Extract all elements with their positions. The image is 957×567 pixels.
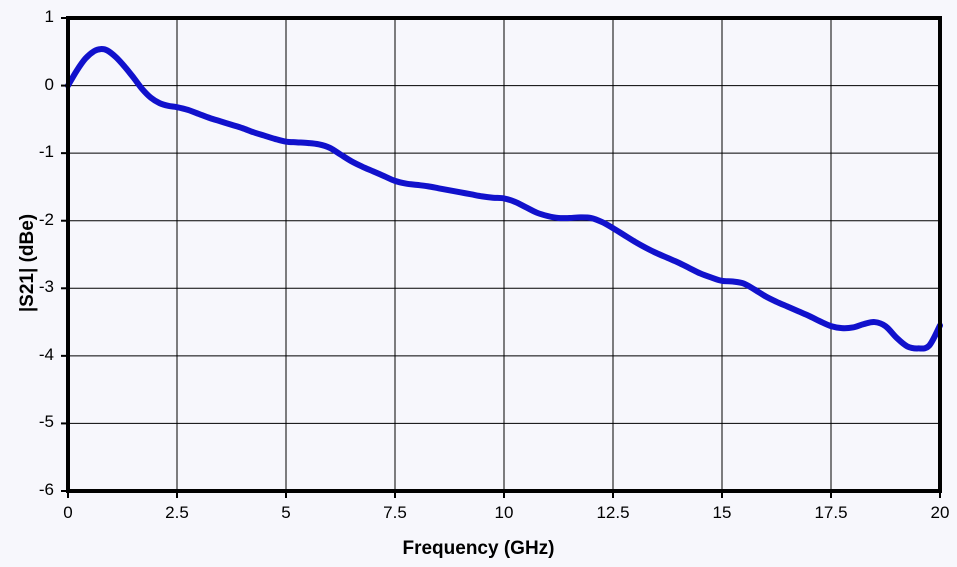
y-axis-title: |S21| (dBe) [17, 213, 38, 313]
x-tick-label: 2.5 [165, 503, 189, 522]
y-tick-label: -3 [38, 277, 54, 297]
x-tick-label: 17.5 [814, 503, 848, 522]
x-tick-label: 5 [281, 503, 291, 522]
y-tick-label: 1 [44, 7, 54, 26]
y-tick-label: -4 [38, 344, 54, 364]
y-tick-label: -5 [38, 412, 54, 432]
y-tick-label: 0 [44, 74, 54, 94]
x-tick-label: 0 [63, 503, 73, 522]
x-tick-label: 15 [712, 503, 732, 522]
y-tick-label: -1 [38, 142, 54, 162]
x-tick-label: 7.5 [383, 503, 407, 522]
data-series-group [65, 46, 943, 352]
x-tick-label: 10 [494, 503, 514, 522]
y-tick-label: -2 [38, 209, 54, 229]
x-tick-label: 12.5 [596, 503, 630, 522]
tick-marks [61, 17, 941, 498]
gridlines [68, 18, 940, 491]
x-axis-title: Frequency (GHz) [402, 538, 555, 559]
series-line-0 [65, 46, 943, 352]
x-tick-label: 20 [930, 503, 950, 522]
y-tick-label: -6 [38, 480, 54, 499]
